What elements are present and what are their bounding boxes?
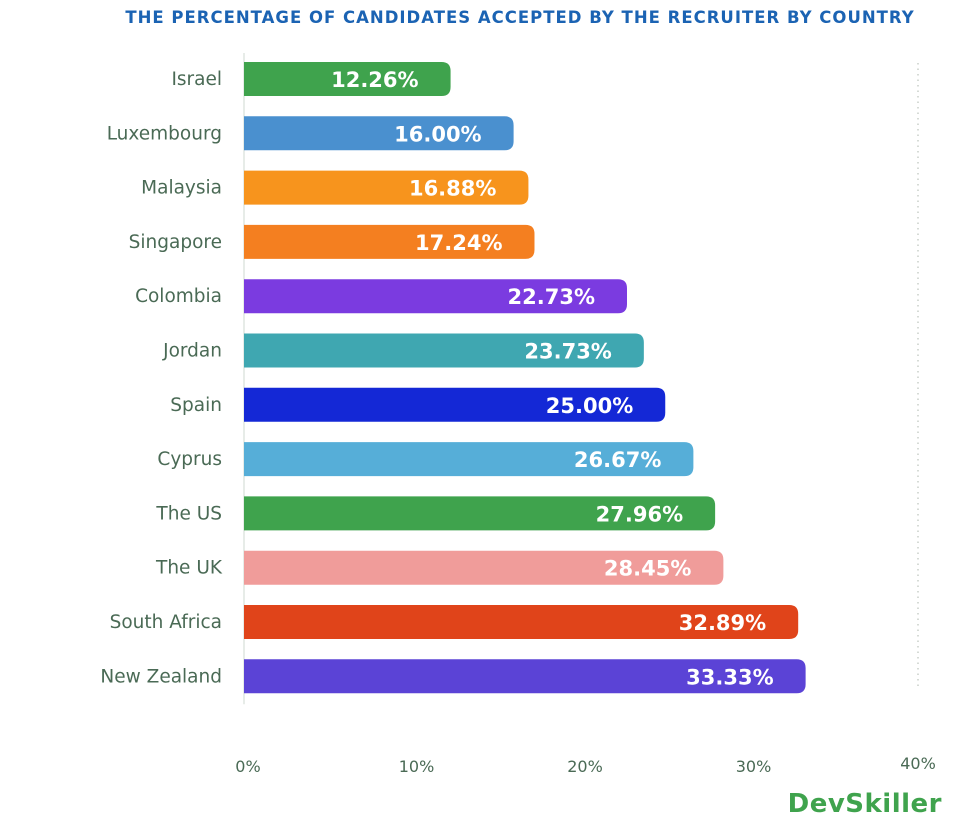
- x-tick-label: 0%: [235, 757, 260, 776]
- x-tick-label: 10%: [399, 757, 435, 776]
- category-label: The UK: [155, 558, 223, 579]
- x-tick-label: 40%: [900, 754, 936, 773]
- category-label: Colombia: [135, 286, 222, 307]
- data-label: 27.96%: [596, 502, 683, 526]
- bar: [244, 333, 644, 368]
- bar: [244, 442, 694, 477]
- axis-layer: 0% 10% 20% 30% 40%: [235, 53, 936, 776]
- category-label: Cyprus: [157, 449, 222, 470]
- data-label: 16.88%: [409, 177, 496, 201]
- x-tick-label: 30%: [736, 757, 772, 776]
- data-label: 23.73%: [524, 340, 611, 364]
- data-label: 17.24%: [415, 231, 502, 255]
- bar: [244, 550, 724, 585]
- bar: [244, 279, 628, 314]
- bar: [244, 116, 514, 151]
- category-label: Spain: [170, 395, 222, 416]
- data-label: 28.45%: [604, 557, 691, 581]
- category-label: Malaysia: [141, 178, 222, 199]
- bar: [244, 659, 806, 694]
- category-label: Luxembourg: [107, 123, 222, 144]
- category-label: Israel: [171, 69, 222, 90]
- category-label: South Africa: [110, 612, 222, 633]
- data-label: 33.33%: [686, 665, 773, 689]
- category-label: Singapore: [129, 232, 222, 253]
- data-label: 26.67%: [574, 448, 661, 472]
- bar: [244, 224, 535, 259]
- category-label: The US: [155, 503, 222, 524]
- x-tick-label: 20%: [567, 757, 603, 776]
- data-label: 32.89%: [679, 611, 766, 635]
- data-label: 22.73%: [508, 285, 595, 309]
- data-label: 12.26%: [331, 68, 418, 92]
- chart-title: THE PERCENTAGE OF CANDIDATES ACCEPTED BY…: [125, 8, 915, 27]
- bars-layer: Israel 12.26% Luxembourg 16.00% Malaysia 16.8…: [100, 62, 806, 694]
- category-label: Jordan: [162, 341, 222, 362]
- bar-chart: 0% 10% 20% 30% 40% Israel 12.26% Luxembourg 16.…: [100, 53, 936, 776]
- bar: [244, 387, 666, 422]
- devskiller-logo: DevSkiller: [787, 789, 942, 819]
- bar: [244, 496, 716, 531]
- bar: [244, 62, 451, 96]
- category-label: New Zealand: [100, 666, 222, 687]
- data-label: 25.00%: [546, 394, 633, 418]
- bar: [244, 605, 799, 639]
- bar: [244, 170, 529, 205]
- data-label: 16.00%: [394, 122, 481, 146]
